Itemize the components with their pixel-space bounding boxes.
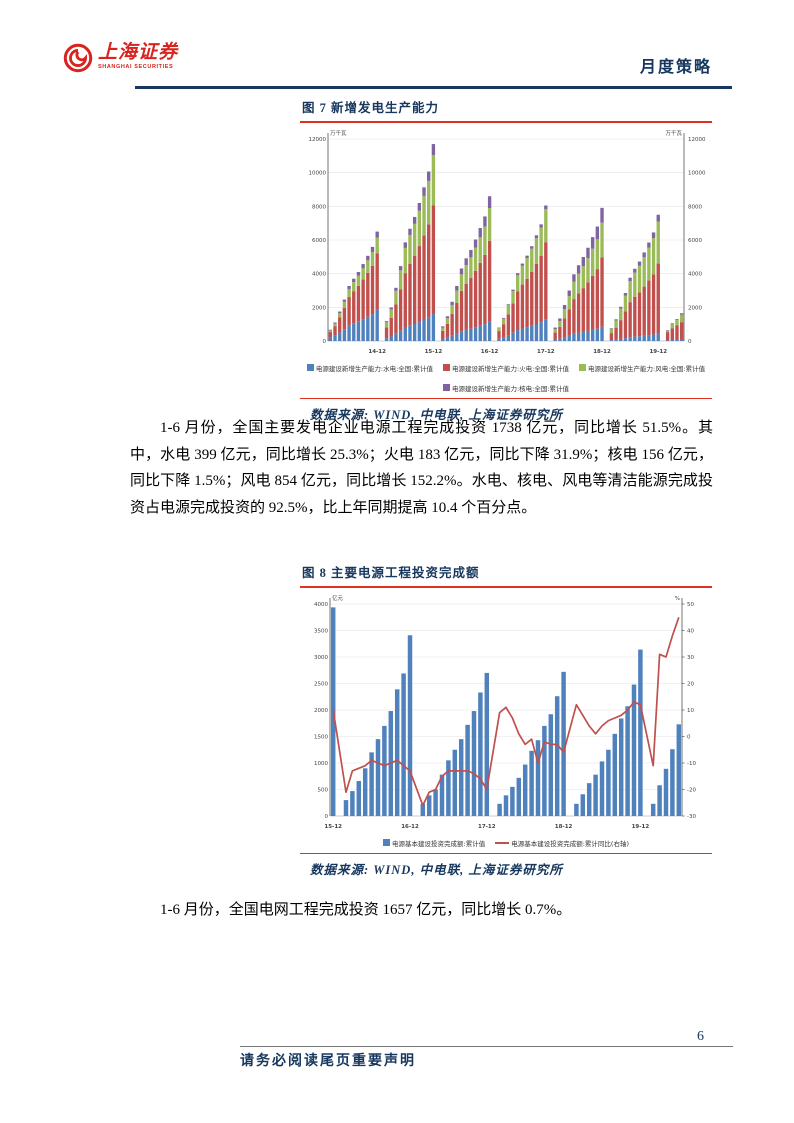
svg-text:万千瓦: 万千瓦 [330, 129, 347, 137]
page-number: 6 [697, 1029, 704, 1044]
svg-text:18-12: 18-12 [555, 824, 573, 830]
legend-box-marker [306, 364, 314, 372]
svg-text:0: 0 [688, 339, 692, 345]
svg-text:17-12: 17-12 [478, 824, 496, 830]
svg-text:15-12: 15-12 [425, 349, 443, 355]
svg-text:0: 0 [325, 814, 329, 820]
svg-text:2500: 2500 [314, 681, 328, 687]
svg-text:40: 40 [687, 628, 694, 634]
legend-label: 电源建设新增生产能力:核电:全国:累计值 [451, 384, 570, 393]
figure-7-title-rule [300, 121, 712, 123]
svg-text:14-12: 14-12 [368, 349, 386, 355]
legend-box-marker [442, 364, 450, 372]
svg-text:4000: 4000 [312, 271, 326, 277]
header-logo: 上海证券 SHANGHAI SECURITIES [62, 42, 178, 79]
svg-text:2000: 2000 [688, 305, 702, 311]
footer-rule [240, 1046, 733, 1047]
footer-disclaimer: 请务必阅读尾页重要声明 [240, 1054, 416, 1069]
legend-item: 电源建设新增生产能力:核电:全国:累计值 [442, 383, 570, 393]
svg-text:4000: 4000 [314, 602, 328, 608]
svg-text:17-12: 17-12 [537, 349, 555, 355]
fig7-stacked-bar-chart: 0 0 2000 2000 4000 4000 6000 6000 8000 8000 10000 1… [309, 129, 706, 355]
svg-text:10: 10 [687, 708, 694, 714]
svg-text:500: 500 [318, 787, 329, 793]
svg-text:亿元: 亿元 [332, 594, 344, 602]
doc-type-label: 月度策略 [639, 59, 712, 76]
svg-text:6000: 6000 [312, 238, 326, 244]
legend-line-marker [495, 841, 510, 844]
svg-text:2000: 2000 [314, 708, 328, 714]
legend-label: 电源基本建设投资完成额:累计值 [392, 839, 486, 848]
legend-item: 电源基本建设投资完成额:累计值 [383, 838, 485, 848]
legend-item: 电源建设新增生产能力:水电:全国:累计值 [306, 363, 433, 373]
figure-8-source-rule [300, 852, 712, 855]
svg-text:-30: -30 [687, 814, 696, 820]
brand-name: 上海证券 [98, 42, 179, 63]
svg-text:3500: 3500 [314, 628, 328, 634]
figure-8-title: 图 8 主要电源工程投资完成额 [302, 566, 480, 580]
figure-7-source: 数据来源: WIND, 中电联, 上海证券研究所 [310, 408, 563, 423]
svg-text:10000: 10000 [309, 170, 327, 176]
svg-text:18-12: 18-12 [593, 349, 611, 355]
fig8-legend: 电源基本建设投资完成额:累计值 电源基本建设投资完成额:累计同比(右轴) [300, 838, 712, 848]
figure-8-title-rule [300, 586, 712, 588]
svg-text:20: 20 [687, 681, 694, 687]
legend-item: 电源建设新增生产能力:风电:全国:累计值 [579, 363, 705, 373]
legend-box-marker [442, 384, 450, 392]
header-rule [135, 86, 732, 89]
svg-text:1500: 1500 [314, 734, 328, 740]
legend-item: 电源建设新增生产能力:火电:全国:累计值 [442, 363, 570, 373]
legend-label: 电源建设新增生产能力:水电:全国:累计值 [315, 364, 433, 373]
svg-text:1000: 1000 [314, 761, 328, 767]
svg-text:6000: 6000 [688, 238, 702, 244]
svg-text:12000: 12000 [688, 137, 706, 143]
legend-label: 电源基本建设投资完成额:累计同比(右轴) [511, 839, 629, 848]
svg-text:-10: -10 [687, 761, 696, 767]
figure-7-block: 图 7 新增发电生产能力 0 0 2000 2000 4000 4000 6000 6000 8… [300, 95, 712, 423]
svg-text:4000: 4000 [688, 271, 702, 277]
figure-8-block: 图 8 主要电源工程投资完成额 0 500 1000 1500 2000 2500 3000… [300, 560, 712, 878]
legend-label: 电源建设新增生产能力:火电:全国:累计值 [451, 364, 570, 373]
brand-logo-icon [62, 42, 94, 79]
fig8-bar-line-chart: 05001000150020002500300035004000-30-20-1… [314, 594, 696, 830]
svg-text:3000: 3000 [314, 655, 328, 661]
paragraph-1: 1-6 月份，全国主要发电企业电源工程完成投资 1738 亿元，同比增长 51.… [130, 420, 713, 516]
legend-label: 电源建设新增生产能力:风电:全国:累计值 [588, 364, 706, 373]
svg-text:8000: 8000 [312, 204, 326, 210]
svg-text:%: % [675, 596, 680, 602]
svg-text:8000: 8000 [688, 204, 702, 210]
svg-text:19-12: 19-12 [632, 824, 650, 830]
legend-box-marker [579, 364, 587, 372]
svg-text:0: 0 [323, 339, 327, 345]
legend-box-marker [383, 839, 391, 847]
brand-subtitle: SHANGHAI SECURITIES [98, 64, 174, 70]
svg-text:16-12: 16-12 [481, 349, 499, 355]
fig7-legend: 电源建设新增生产能力:水电:全国:累计值 电源建设新增生产能力:火电:全国:累计值… [300, 363, 712, 393]
svg-text:16-12: 16-12 [401, 824, 419, 830]
legend-item: 电源基本建设投资完成额:累计同比(右轴) [495, 838, 629, 848]
figure-7-source-rule [300, 397, 712, 400]
svg-text:19-12: 19-12 [649, 349, 667, 355]
svg-text:15-12: 15-12 [324, 824, 342, 830]
paragraph-2: 1-6 月份，全国电网工程完成投资 1657 亿元，同比增长 0.7%。 [160, 902, 572, 918]
svg-text:-20: -20 [687, 787, 696, 793]
svg-text:50: 50 [687, 602, 694, 608]
svg-text:30: 30 [687, 655, 694, 661]
svg-text:10000: 10000 [688, 170, 706, 176]
svg-text:万千瓦: 万千瓦 [665, 129, 682, 137]
svg-text:2000: 2000 [312, 305, 326, 311]
figure-7-title: 图 7 新增发电生产能力 [302, 101, 440, 115]
svg-text:12000: 12000 [309, 137, 327, 143]
svg-text:0: 0 [687, 734, 691, 740]
figure-8-source: 数据来源: WIND, 中电联, 上海证券研究所 [310, 863, 563, 878]
